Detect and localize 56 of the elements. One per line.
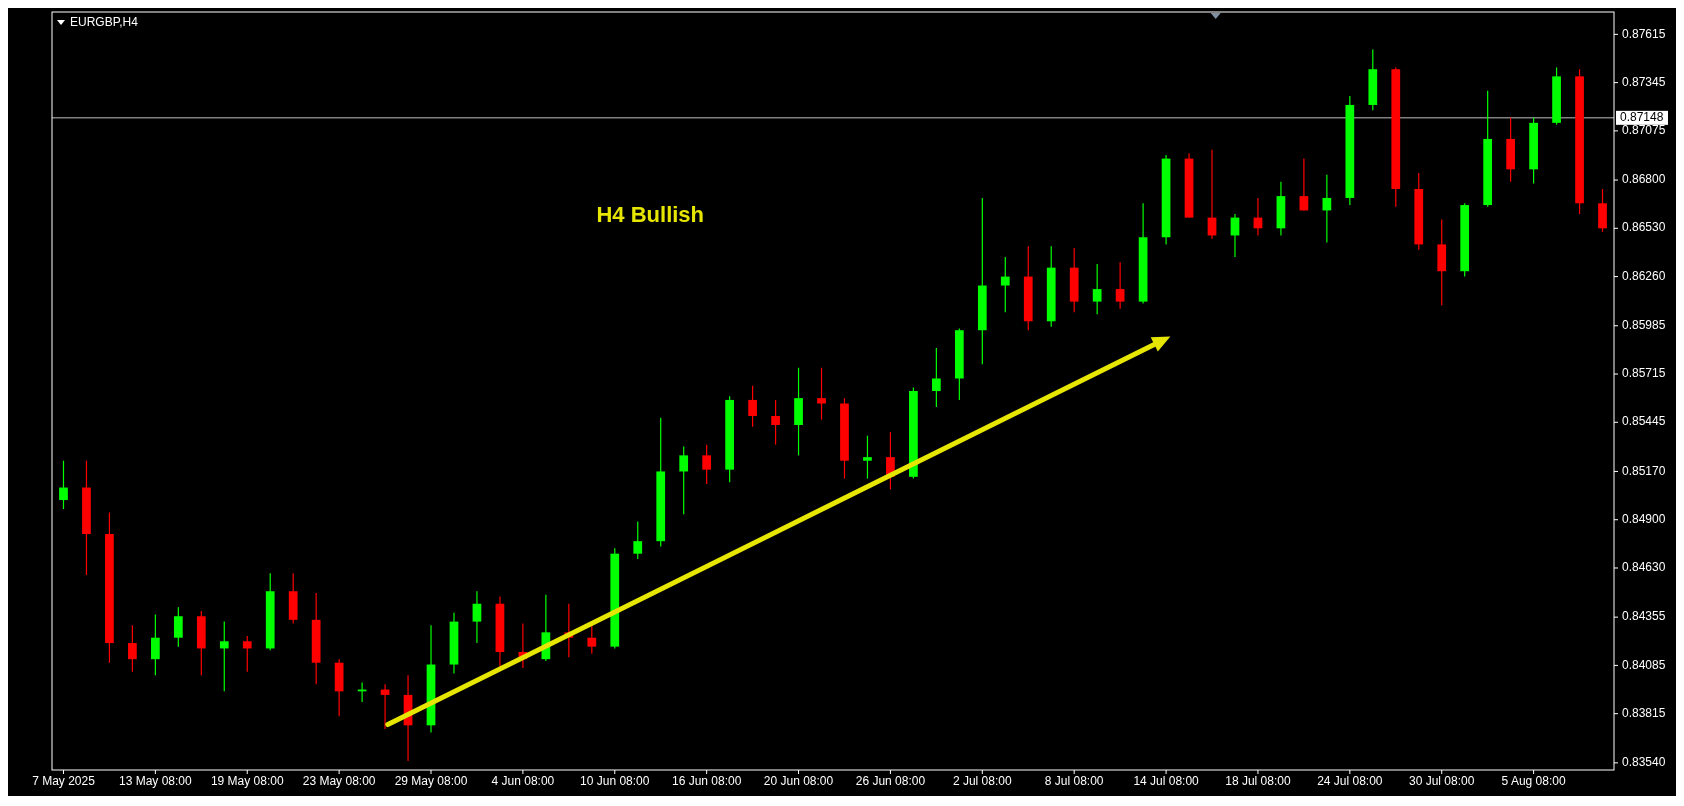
y-tick-label: 0.83815 (1622, 705, 1666, 720)
x-tick-label: 26 Jun 08:00 (855, 774, 926, 788)
x-tick-label: 18 Jul 08:00 (1225, 774, 1291, 788)
x-tick-label: 20 Jun 08:00 (763, 774, 834, 788)
candlestick (587, 624, 597, 655)
x-tick-label: 5 Aug 08:00 (1501, 774, 1566, 788)
candlestick (242, 635, 252, 673)
candlestick (59, 460, 68, 510)
y-tick-label: 0.87345 (1622, 74, 1666, 89)
x-tick-label: 30 Jul 08:00 (1409, 774, 1475, 788)
candlestick (151, 613, 160, 676)
candlestick (748, 385, 757, 428)
y-tick-label: 0.86530 (1622, 220, 1666, 235)
candlestick (1115, 261, 1125, 310)
y-tick-label: 0.86800 (1622, 172, 1666, 187)
x-tick-label: 24 Jul 08:00 (1317, 774, 1383, 788)
y-tick-label: 0.85985 (1622, 317, 1666, 332)
candlestick (1000, 256, 1010, 313)
x-tick-label: 4 Jun 08:00 (491, 774, 555, 788)
y-tick-label: 0.84900 (1622, 511, 1666, 526)
x-tick-label: 19 May 08:00 (210, 774, 284, 788)
candlestick (771, 399, 780, 446)
candlestick (679, 445, 689, 515)
y-tick-label: 0.84355 (1622, 609, 1666, 624)
y-tick-label: 0.85715 (1622, 366, 1666, 381)
x-tick-label: 23 May 08:00 (302, 774, 376, 788)
y-tick-label: 0.84630 (1622, 560, 1666, 575)
y-tick-label: 0.87075 (1622, 123, 1666, 138)
candlestick (702, 444, 712, 485)
candlestick (173, 606, 183, 648)
y-tick-label: 0.84085 (1622, 657, 1666, 672)
candlestick (863, 435, 872, 480)
chart-title: EURGBP,H4 (70, 15, 139, 30)
y-tick-label: 0.83540 (1622, 755, 1666, 770)
candlestick (472, 590, 482, 644)
candlestick (1299, 157, 1309, 212)
candlestick (817, 367, 826, 421)
candlestick (219, 621, 229, 692)
candlestick (932, 347, 941, 408)
x-tick-label: 7 May 2025 (32, 774, 96, 788)
x-tick-label: 16 Jun 08:00 (671, 774, 742, 788)
x-tick-label: 10 Jun 08:00 (580, 774, 650, 788)
y-tick-label: 0.86260 (1622, 268, 1666, 283)
x-tick-label: 13 May 08:00 (119, 774, 193, 788)
x-tick-label: 14 Jul 08:00 (1133, 774, 1200, 788)
annotation: H4 Bullish (596, 202, 705, 228)
ref-line-label: 0.87148 (1620, 110, 1664, 125)
y-tick-label: 0.87615 (1622, 26, 1666, 41)
y-tick-label: 0.85170 (1622, 463, 1666, 478)
x-tick-label: 29 May 08:00 (394, 774, 468, 788)
candlestick (1092, 263, 1102, 315)
candlestick (633, 520, 643, 560)
y-tick-label: 0.85445 (1622, 414, 1666, 429)
x-tick-label: 2 Jul 08:00 (952, 774, 1012, 788)
x-tick-label: 8 Jul 08:00 (1044, 774, 1104, 788)
candlestick (128, 624, 137, 673)
